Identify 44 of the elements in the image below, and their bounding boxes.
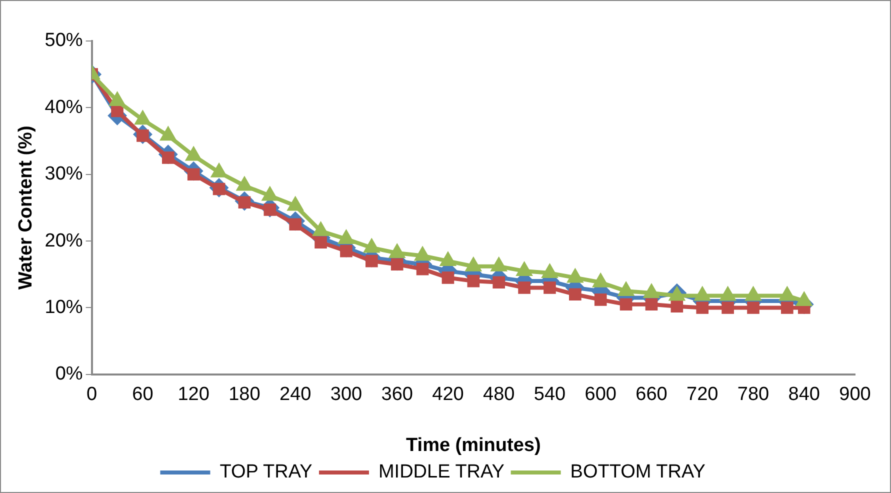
- x-tick-label: 180: [228, 384, 260, 406]
- x-axis-title: Time (minutes): [406, 434, 541, 456]
- y-tick-label: 10%: [44, 296, 83, 318]
- legend-label: MIDDLE TRAY: [378, 462, 505, 483]
- point: [620, 298, 632, 311]
- x-tick-label: 420: [432, 384, 464, 406]
- x-tick-label: 60: [132, 384, 154, 406]
- x-tick-label: 780: [737, 384, 770, 406]
- x-tick-label: 660: [636, 384, 668, 406]
- y-tick-label: 0%: [55, 364, 83, 385]
- x-tick-label: 900: [839, 384, 871, 406]
- x-tick-label: 360: [381, 384, 413, 406]
- point: [442, 272, 454, 284]
- point: [696, 302, 709, 314]
- y-axis-title: Water Content (%): [16, 126, 37, 290]
- point: [670, 300, 684, 313]
- legend-label: TOP TRAY: [220, 462, 313, 483]
- y-tick-label: 20%: [44, 230, 83, 252]
- point: [518, 282, 530, 294]
- point: [569, 288, 582, 301]
- point: [314, 236, 327, 249]
- legend-label: BOTTOM TRAY: [570, 462, 706, 483]
- y-tick-label: 40%: [44, 96, 83, 118]
- point: [467, 274, 480, 288]
- point: [416, 262, 429, 276]
- x-tick-label: 720: [686, 384, 718, 406]
- x-tick-label: 600: [584, 384, 616, 406]
- point: [781, 302, 794, 314]
- point: [645, 298, 658, 311]
- x-tick-label: 480: [483, 384, 515, 406]
- x-tick-label: 120: [178, 384, 210, 406]
- point: [722, 302, 734, 314]
- x-tick-label: 300: [330, 384, 362, 406]
- x-tick-label: 240: [279, 384, 312, 406]
- point: [747, 302, 760, 314]
- y-tick-label: 50%: [44, 30, 83, 52]
- point: [544, 282, 556, 294]
- point: [492, 276, 506, 289]
- x-tick-label: 0: [86, 384, 98, 406]
- y-tick-label: 30%: [44, 164, 83, 185]
- point: [594, 294, 607, 306]
- x-tick-label: 840: [788, 384, 820, 406]
- point: [390, 258, 404, 271]
- x-tick-label: 540: [534, 384, 566, 406]
